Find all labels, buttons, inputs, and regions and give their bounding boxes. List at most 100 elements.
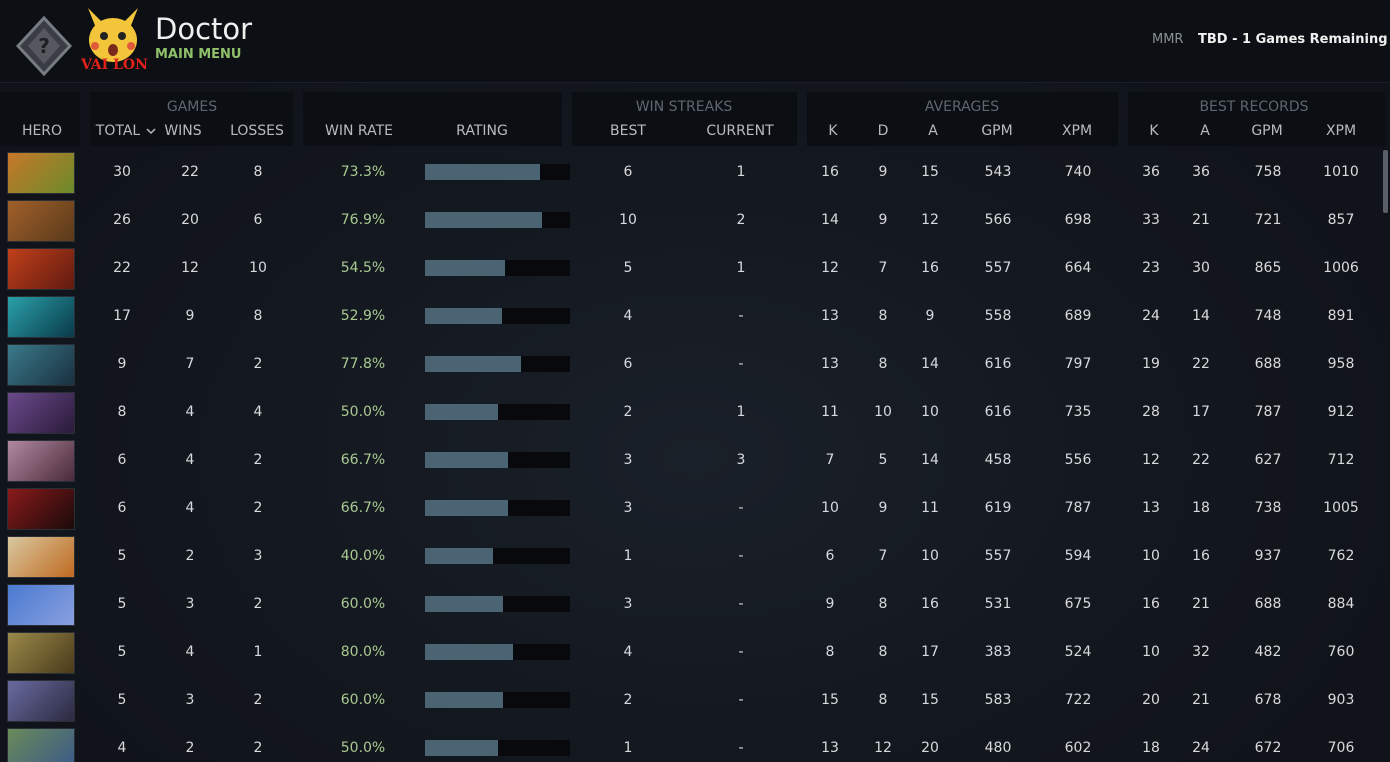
hero-icon[interactable] [7, 584, 75, 626]
table-cell: 738 [1254, 500, 1282, 516]
table-cell: 12 [821, 260, 839, 276]
table-cell: 2 [253, 500, 263, 516]
table-cell: 9 [878, 500, 888, 516]
table-cell: 77.8% [340, 356, 386, 372]
table-cell: 8 [253, 308, 263, 324]
table-cell: 8 [253, 164, 263, 180]
table-cell: 689 [1064, 308, 1092, 324]
table-cell: 12 [1142, 452, 1160, 468]
column-header[interactable]: RATING [456, 123, 508, 139]
hero-icon[interactable] [7, 392, 75, 434]
hero-icon[interactable] [7, 728, 75, 762]
table-cell: 12 [181, 260, 199, 276]
table-cell: 22 [181, 164, 199, 180]
table-cell: 14 [921, 452, 939, 468]
hero-icon[interactable] [7, 632, 75, 674]
column-header[interactable]: LOSSES [230, 123, 284, 139]
table-cell: 740 [1064, 164, 1092, 180]
scrollbar[interactable] [1383, 150, 1388, 213]
hero-icon[interactable] [7, 680, 75, 722]
table-cell: 22 [1192, 452, 1210, 468]
table-cell: 688 [1254, 356, 1282, 372]
table-cell: 958 [1327, 356, 1355, 372]
rating-track [425, 500, 570, 516]
table-cell: 21 [1192, 692, 1210, 708]
column-header[interactable]: WIN RATE [325, 123, 393, 139]
table-cell: 480 [984, 740, 1012, 756]
column-header[interactable]: BEST [610, 123, 646, 139]
hero-icon[interactable] [7, 152, 75, 194]
hero-icon[interactable] [7, 248, 75, 290]
hero-icon[interactable] [7, 200, 75, 242]
hero-icon[interactable] [7, 440, 75, 482]
table-cell: 80.0% [340, 644, 386, 660]
table-cell: 1006 [1323, 260, 1359, 276]
column-header[interactable]: A [928, 123, 938, 139]
rating-bar [425, 212, 543, 228]
table-cell: 10 [1142, 548, 1160, 564]
table-cell: 2 [736, 212, 746, 228]
hero-icon[interactable] [7, 344, 75, 386]
sort-arrow[interactable] [146, 127, 156, 135]
table-cell: 675 [1064, 596, 1092, 612]
table-cell: 5 [117, 596, 127, 612]
group-label: WIN STREAKS [635, 99, 733, 115]
table-cell: 1 [623, 548, 633, 564]
table-cell: 19 [1142, 356, 1160, 372]
table-cell: 66.7% [340, 500, 386, 516]
table-cell: 18 [1142, 740, 1160, 756]
column-header[interactable]: CURRENT [706, 123, 774, 139]
table-cell: 10 [619, 212, 637, 228]
column-header[interactable]: K [1149, 123, 1159, 139]
table-cell: 8 [878, 692, 888, 708]
table-cell: 7 [825, 452, 835, 468]
column-header[interactable]: GPM [981, 123, 1013, 139]
hero-icon[interactable] [7, 536, 75, 578]
rating-bar [425, 164, 540, 180]
hero-icon[interactable] [7, 488, 75, 530]
table-cell: 9 [878, 212, 888, 228]
table-cell: 50.0% [340, 740, 386, 756]
table-cell: 4 [117, 740, 127, 756]
table-cell: 678 [1254, 692, 1282, 708]
table-cell: 17 [1192, 404, 1210, 420]
column-header[interactable]: TOTAL [95, 123, 141, 139]
table-cell: 698 [1064, 212, 1092, 228]
table-cell: 6 [623, 356, 633, 372]
svg-text:?: ? [38, 34, 50, 58]
column-header[interactable]: XPM [1325, 123, 1357, 139]
table-cell: 11 [821, 404, 839, 420]
table-cell: 36 [1192, 164, 1210, 180]
table-cell: 566 [984, 212, 1012, 228]
column-header[interactable]: K [828, 123, 838, 139]
table-cell: 9 [825, 596, 835, 612]
table-cell: 616 [984, 404, 1012, 420]
table-cell: 4 [185, 644, 195, 660]
table-cell: 1010 [1323, 164, 1359, 180]
table-cell: 32 [1192, 644, 1210, 660]
table-cell: 760 [1327, 644, 1355, 660]
column-header[interactable]: HERO [21, 123, 63, 139]
column-header[interactable]: D [877, 123, 889, 139]
rating-bar [425, 356, 521, 372]
table-cell: 16 [1142, 596, 1160, 612]
table-cell: 17 [113, 308, 131, 324]
table-cell: 10 [249, 260, 267, 276]
rating-track [425, 404, 570, 420]
avatar-caption: VAI LON [81, 57, 148, 73]
table-cell: - [738, 548, 744, 564]
table-cell: 26 [113, 212, 131, 228]
table-cell: 7 [878, 548, 888, 564]
table-cell: 787 [1254, 404, 1282, 420]
column-header[interactable]: A [1200, 123, 1210, 139]
hero-icon[interactable] [7, 296, 75, 338]
table-cell: 6 [825, 548, 835, 564]
column-header[interactable]: GPM [1251, 123, 1283, 139]
main-menu-link[interactable]: MAIN MENU [155, 47, 242, 62]
column-header[interactable]: WINS [164, 123, 202, 139]
column-header[interactable]: XPM [1061, 123, 1093, 139]
table-cell: 1 [736, 164, 746, 180]
table-cell: 18 [1192, 500, 1210, 516]
rating-bar [425, 500, 508, 516]
header-box [90, 92, 293, 146]
